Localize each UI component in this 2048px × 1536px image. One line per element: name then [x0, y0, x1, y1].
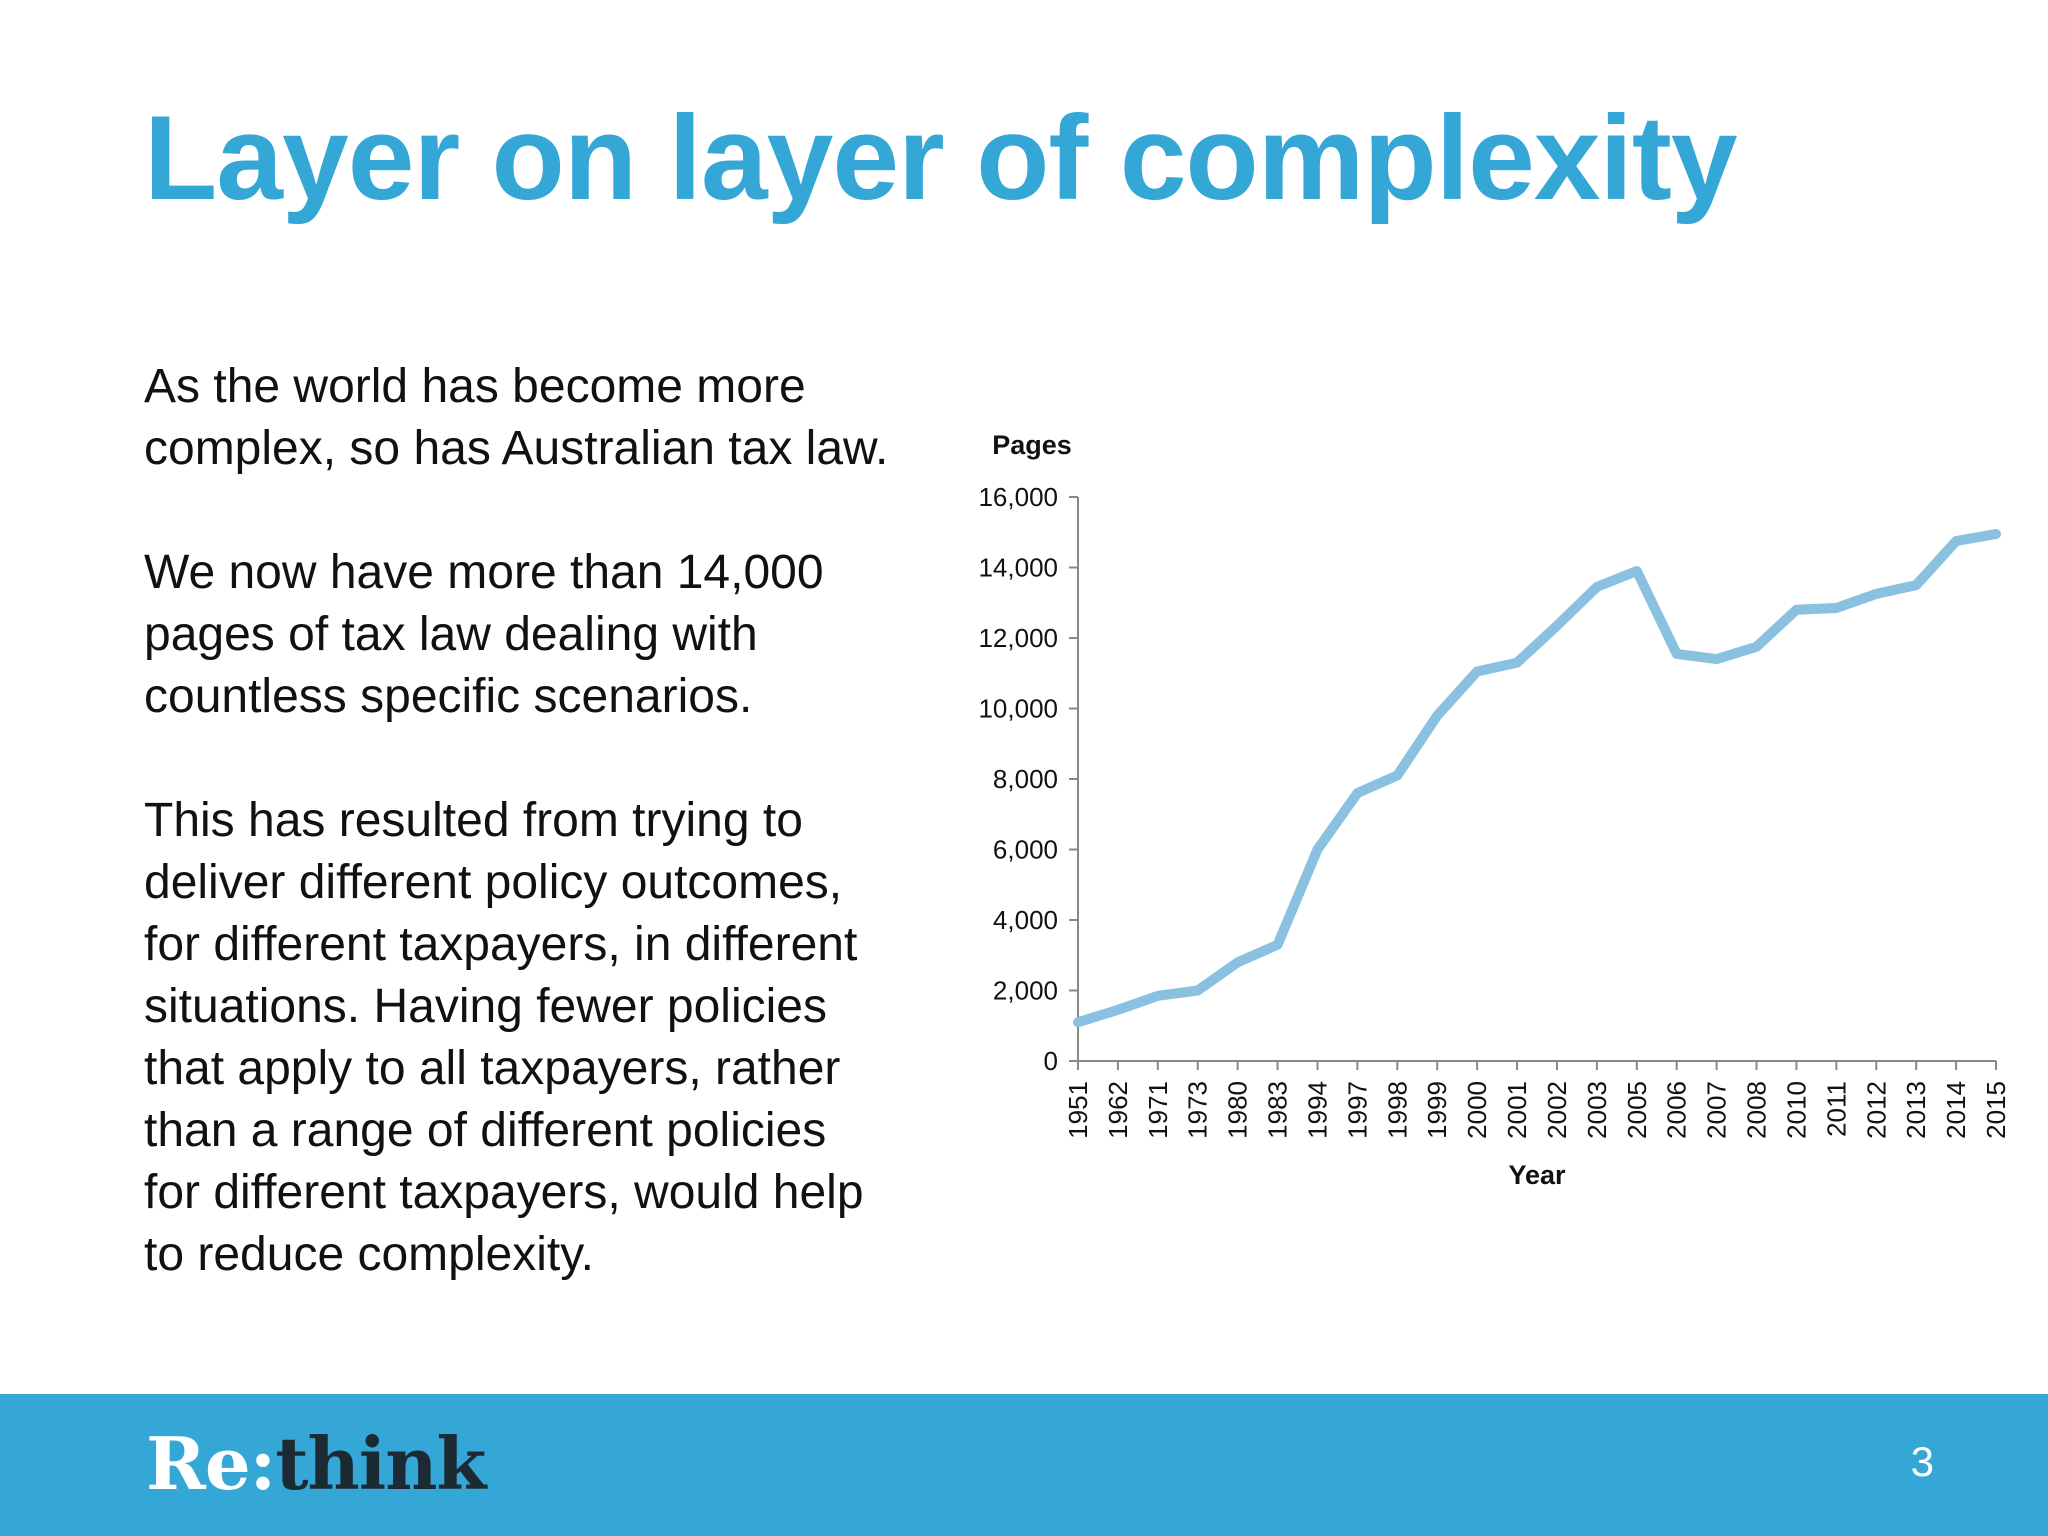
paragraph-policy: This has resulted from trying to deliver…	[144, 794, 864, 1281]
y-tick-label: 10,000	[978, 694, 1058, 724]
y-tick-label: 8,000	[993, 764, 1058, 794]
x-tick-label: 2002	[1542, 1081, 1572, 1139]
data-point	[1871, 589, 1881, 599]
data-point	[1552, 621, 1562, 631]
data-point	[1791, 605, 1801, 615]
x-tick-label: 1994	[1302, 1081, 1332, 1139]
data-point	[1831, 603, 1841, 613]
x-tick-label: 2001	[1502, 1081, 1532, 1139]
data-point	[1951, 536, 1961, 546]
x-tick-label: 1980	[1223, 1081, 1253, 1139]
y-tick-label: 6,000	[993, 835, 1058, 865]
y-tick-label: 2,000	[993, 976, 1058, 1006]
x-tick-label: 2012	[1861, 1081, 1891, 1139]
rethink-logo: Re:think	[146, 1414, 486, 1514]
x-tick-label: 1973	[1183, 1081, 1213, 1139]
data-point	[1392, 770, 1402, 780]
data-point	[1672, 649, 1682, 659]
x-tick-label: 1999	[1422, 1081, 1452, 1139]
x-tick-label: 2006	[1662, 1081, 1692, 1139]
data-point	[1352, 788, 1362, 798]
x-tick-label: 2007	[1702, 1081, 1732, 1139]
y-tick-label: 4,000	[993, 905, 1058, 935]
x-tick-label: 1971	[1143, 1081, 1173, 1139]
paragraph-intro: As the world has become more complex, so…	[144, 360, 889, 475]
line-chart: 0 2,000 4,000 6,000 8,000 10,000 12,000 14,000 1…	[940, 420, 2040, 1210]
data-point	[1632, 566, 1642, 576]
x-tick-label: 1983	[1263, 1081, 1293, 1139]
x-tick-label: 2000	[1462, 1081, 1492, 1139]
x-tick-label: 1998	[1382, 1081, 1412, 1139]
y-tick-label: 14,000	[978, 553, 1058, 583]
y-tick-label: 16,000	[978, 482, 1058, 512]
data-point	[1312, 845, 1322, 855]
x-tick-label: 2005	[1622, 1081, 1652, 1139]
x-tick-label: 2003	[1582, 1081, 1612, 1139]
chart-svg: 0 2,000 4,000 6,000 8,000 10,000 12,000 14,000 1…	[978, 430, 2011, 1190]
x-axis-title: Year	[1508, 1160, 1566, 1190]
y-tick-label: 12,000	[978, 623, 1058, 653]
data-point	[1153, 991, 1163, 1001]
x-tick-label: 2008	[1742, 1081, 1772, 1139]
x-tick-label: 1951	[1063, 1081, 1093, 1139]
x-tick-label: 1962	[1103, 1081, 1133, 1139]
slide-title: Layer on layer of complexity	[144, 91, 1738, 225]
data-point	[1512, 658, 1522, 668]
x-tick-label: 1997	[1342, 1081, 1372, 1139]
body-text: As the world has become more complex, so…	[144, 356, 964, 1348]
data-point	[1991, 529, 2001, 539]
footer-bar: Re:think 3	[0, 1394, 2048, 1536]
data-point	[1233, 957, 1243, 967]
x-tick-label: 2013	[1901, 1081, 1931, 1139]
data-point	[1472, 666, 1482, 676]
data-point	[1712, 654, 1722, 664]
data-point	[1752, 642, 1762, 652]
data-point	[1193, 986, 1203, 996]
y-tick-label: 0	[1044, 1046, 1058, 1076]
data-point	[1273, 940, 1283, 950]
data-point	[1113, 1005, 1123, 1015]
x-tick-label: 2011	[1821, 1081, 1851, 1137]
paragraph-page-count: We now have more than 14,000 pages of ta…	[144, 546, 824, 723]
x-tick-label: 2014	[1941, 1081, 1971, 1139]
series-line-pages	[1073, 529, 2001, 1028]
logo-think-text: think	[275, 1421, 486, 1506]
page-number: 3	[1910, 1438, 1934, 1485]
x-tick-label: 2010	[1781, 1081, 1811, 1139]
logo-re-text: Re:	[146, 1421, 276, 1506]
x-tick-label: 2015	[1981, 1081, 2011, 1139]
data-point	[1073, 1017, 1083, 1027]
data-point	[1432, 711, 1442, 721]
y-axis-title: Pages	[992, 430, 1072, 460]
data-point	[1592, 582, 1602, 592]
data-point	[1911, 580, 1921, 590]
